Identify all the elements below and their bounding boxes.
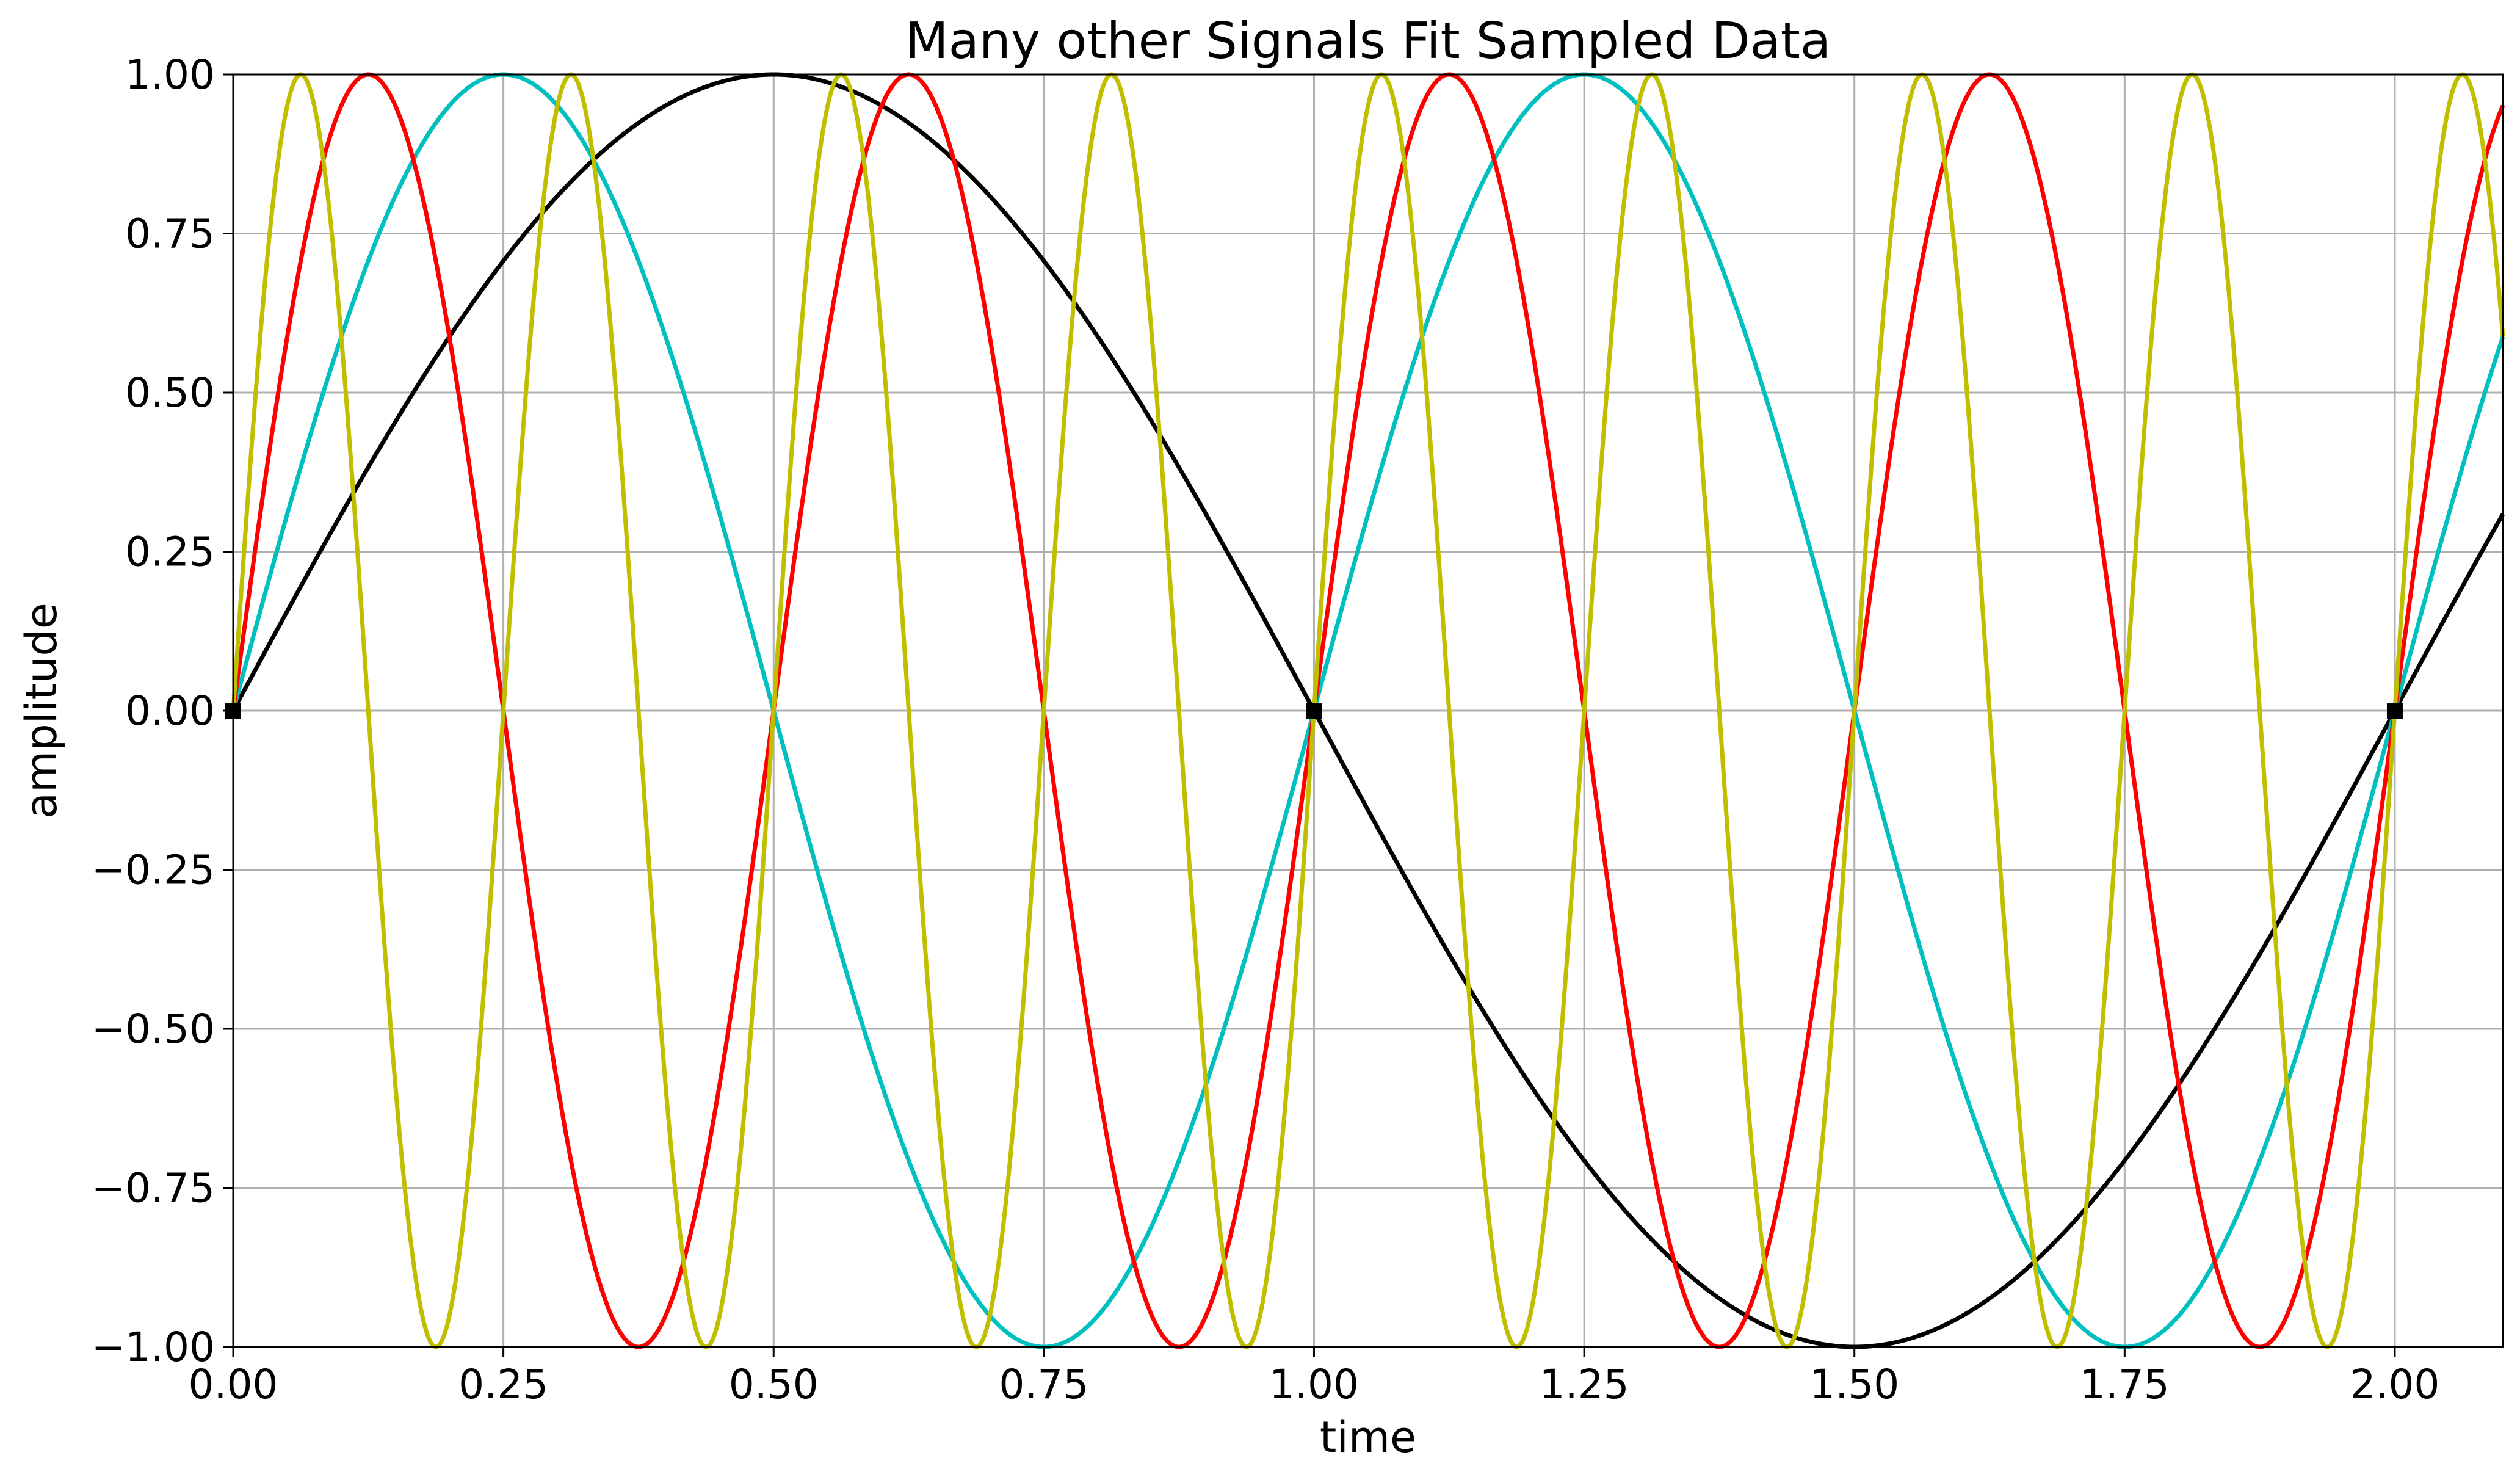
series-line-4 <box>231 72 2505 1349</box>
y-tick-label: −0.50 <box>92 1006 215 1053</box>
x-tick-label: 0.00 <box>189 1361 278 1408</box>
x-tick-label: 0.50 <box>729 1361 819 1408</box>
x-tick-label: 1.50 <box>1809 1361 1899 1408</box>
y-tick-label: 0.75 <box>125 211 215 258</box>
x-tick-label: 1.00 <box>1269 1361 1359 1408</box>
x-axis-label: time <box>1320 1412 1416 1462</box>
series-layer <box>231 72 2505 1349</box>
x-tick-label: 2.00 <box>2350 1361 2439 1408</box>
x-tick-label: 1.75 <box>2080 1361 2170 1408</box>
chart-title: Many other Signals Fit Sampled Data <box>905 12 1831 70</box>
y-tick-label: −0.25 <box>92 847 215 894</box>
y-tick-label: 0.25 <box>125 529 215 576</box>
series-line-1 <box>231 72 2505 1349</box>
y-tick-label: −0.75 <box>92 1165 215 1212</box>
x-axis: 0.00 0.25 0.50 0.75 1.00 1.25 1.50 1.75 2.00 <box>189 1347 2439 1408</box>
y-tick-label: 1.00 <box>125 51 215 98</box>
y-axis-label: amplitude <box>16 603 67 819</box>
sample-point-marker <box>2386 703 2403 719</box>
sample-point-marker <box>1306 703 1322 719</box>
x-tick-label: 0.25 <box>458 1361 548 1408</box>
x-tick-label: 0.75 <box>999 1361 1088 1408</box>
y-tick-label: −1.00 <box>92 1324 215 1371</box>
y-tick-label: 0.00 <box>125 687 215 735</box>
y-axis: −1.00 −0.75 −0.50 −0.25 0.00 0.25 0.50 0.75 1.00 <box>92 51 233 1371</box>
x-tick-label: 1.25 <box>1540 1361 1629 1408</box>
y-tick-label: 0.50 <box>125 369 215 416</box>
